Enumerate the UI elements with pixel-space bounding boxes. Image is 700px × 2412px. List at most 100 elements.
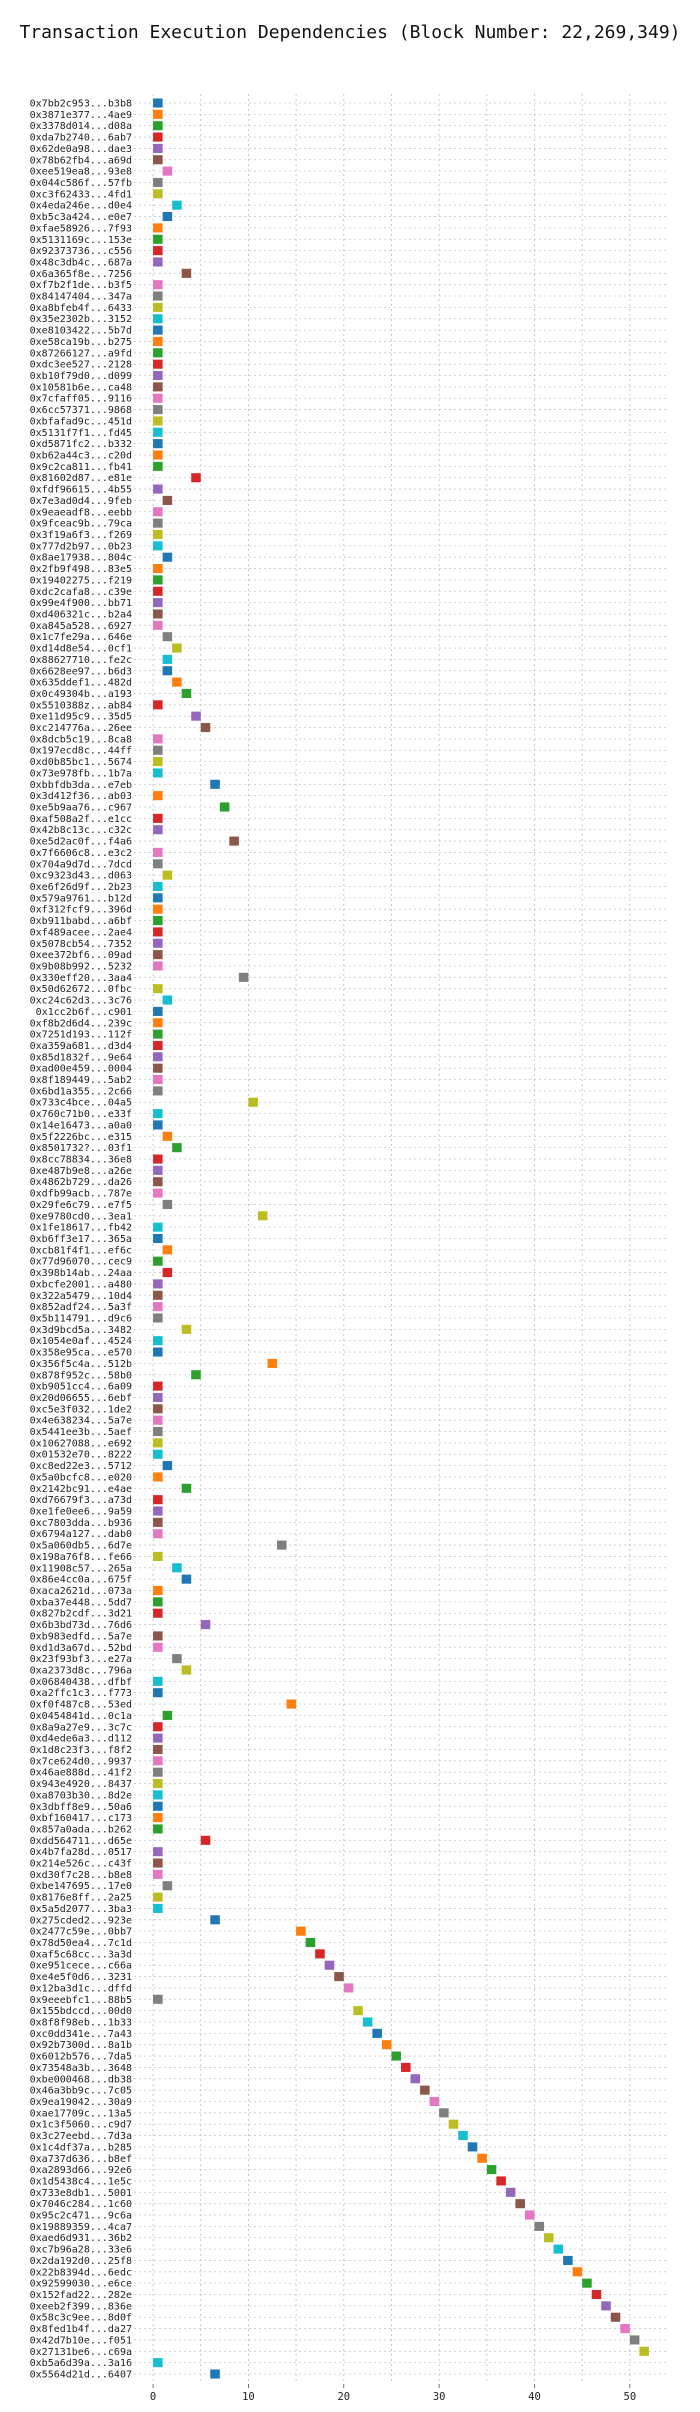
y-tick-label: 0xd1d3a67d...52bd bbox=[30, 1643, 132, 1654]
transaction-bar bbox=[343, 1983, 354, 1993]
transaction-bar bbox=[172, 643, 182, 653]
transaction-bar bbox=[153, 1233, 163, 1244]
transaction-bar bbox=[162, 1199, 173, 1209]
transaction-bar bbox=[544, 2233, 554, 2243]
y-tick-label: 0x358e95ca...e570 bbox=[30, 1348, 132, 1359]
transaction-bar bbox=[153, 1813, 163, 1823]
y-tick-label: 0x23f93bf3...e27a bbox=[30, 1654, 132, 1665]
transaction-bar bbox=[181, 688, 192, 699]
y-tick-label: 0xfae58926...7f93 bbox=[30, 223, 132, 234]
transaction-bar bbox=[172, 1563, 182, 1573]
transaction-bar bbox=[153, 893, 163, 903]
y-tick-label: 0xee519ea8...93e8 bbox=[30, 167, 132, 178]
y-tick-label: 0x2da192d0...25f8 bbox=[30, 2256, 132, 2267]
transaction-bar bbox=[286, 1699, 297, 1709]
transaction-bar bbox=[153, 223, 163, 233]
transaction-bar bbox=[391, 2051, 401, 2061]
y-tick-label: 0x398b14ab...24aa bbox=[30, 1268, 132, 1279]
y-tick-label: 0xbe000468...db38 bbox=[30, 2074, 132, 2085]
y-tick-label: 0x9eaeadf8...eebb bbox=[30, 507, 132, 518]
y-tick-label: 0x46ae888d...41f2 bbox=[30, 1768, 132, 1779]
y-tick-label: 0x22b8394d...6edc bbox=[30, 2267, 132, 2278]
transaction-bar bbox=[248, 1097, 258, 1107]
transaction-bar bbox=[572, 2267, 583, 2277]
transaction-bar bbox=[381, 2040, 392, 2050]
transaction-bar bbox=[563, 2255, 573, 2265]
transaction-bar bbox=[153, 1188, 163, 1198]
y-tick-label: 0xa2893d66...92e6 bbox=[30, 2165, 132, 2176]
y-tick-label: 0x1cc2b6f...c901 bbox=[36, 1007, 132, 1018]
transaction-bar bbox=[153, 1790, 163, 1800]
y-tick-label: 0x8cc78834...36e8 bbox=[30, 1155, 132, 1166]
y-tick-label: 0xe11d95c9...35d5 bbox=[30, 712, 132, 723]
transaction-bar bbox=[153, 1551, 163, 1561]
transaction-bar bbox=[153, 461, 163, 471]
transaction-bar bbox=[238, 972, 249, 982]
transaction-bar bbox=[153, 791, 163, 801]
transaction-bar bbox=[210, 779, 220, 789]
y-tick-label: 0xaca2621d...073a bbox=[30, 1586, 132, 1597]
y-tick-label: 0xa8703b30...8d2e bbox=[30, 1790, 132, 1801]
transaction-bar bbox=[153, 359, 163, 369]
y-tick-label: 0x01532e70...8222 bbox=[30, 1450, 132, 1461]
transaction-bar bbox=[153, 348, 163, 358]
transaction-bar bbox=[353, 2006, 363, 2016]
y-tick-label: 0x3dbff8e9...50a6 bbox=[30, 1802, 132, 1813]
transaction-bar bbox=[401, 2062, 411, 2072]
y-tick-label: 0x5510388z...ab84 bbox=[30, 700, 132, 711]
y-tick-label: 0xae17709c...13a5 bbox=[30, 2108, 132, 2119]
transaction-bar bbox=[324, 1960, 335, 1970]
transaction-bar bbox=[162, 1245, 173, 1255]
y-tick-label: 0x6012b576...7da5 bbox=[30, 2052, 132, 2063]
transaction-bar bbox=[153, 1222, 163, 1232]
transaction-bar bbox=[439, 2108, 449, 2118]
transaction-bar bbox=[639, 2346, 649, 2356]
y-tick-label: 0xf0f487c8...53ed bbox=[30, 1700, 132, 1711]
y-tick-label: 0xc7803dda...b936 bbox=[30, 1518, 132, 1529]
y-tick-label: 0x10627088...e692 bbox=[30, 1438, 132, 1449]
y-tick-label: 0x19889359...4ca7 bbox=[30, 2222, 132, 2233]
y-tick-label: 0x77d96070...cec9 bbox=[30, 1257, 132, 1268]
transaction-bar bbox=[153, 541, 163, 551]
transaction-bar bbox=[219, 802, 230, 812]
y-tick-label: 0x92599030...e6ce bbox=[30, 2279, 132, 2290]
y-tick-label: 0x044c586f...57fb bbox=[30, 178, 132, 189]
transaction-bar bbox=[210, 1915, 220, 1925]
transaction-bar bbox=[362, 2017, 373, 2027]
transaction-bar bbox=[153, 1120, 163, 1130]
transaction-bar bbox=[315, 1949, 325, 1959]
transaction-bar bbox=[153, 1052, 163, 1062]
y-tick-label: 0xdc2cafa8...c39e bbox=[30, 587, 132, 598]
transaction-bar bbox=[153, 1529, 163, 1539]
y-tick-label: 0xb62a44c3...c20d bbox=[30, 451, 132, 462]
transaction-bar bbox=[153, 1029, 163, 1039]
transaction-bar bbox=[153, 1585, 163, 1596]
transaction-bar bbox=[191, 473, 201, 483]
y-tick-label: 0xb6ff3e17...365a bbox=[30, 1234, 132, 1245]
transaction-bar bbox=[153, 416, 163, 426]
transaction-bar bbox=[153, 177, 163, 188]
transaction-bar bbox=[153, 1290, 163, 1300]
y-tick-label: 0xeeb2f399...836e bbox=[30, 2301, 132, 2312]
transaction-bar bbox=[629, 2335, 640, 2345]
transaction-bar bbox=[505, 2187, 516, 2197]
y-tick-label: 0xb983edfd...5a7e bbox=[30, 1631, 132, 1642]
transaction-bar bbox=[153, 1302, 163, 1312]
y-tick-label: 0x6794a127...dab0 bbox=[30, 1529, 132, 1540]
y-tick-label: 0x2142bc91...e4ae bbox=[30, 1484, 132, 1495]
y-tick-label: 0x0454841d...0c1a bbox=[30, 1711, 132, 1722]
transaction-bar bbox=[162, 1461, 173, 1471]
y-tick-label: 0xc9323d43...d063 bbox=[30, 871, 132, 882]
transaction-bar bbox=[153, 234, 163, 244]
transaction-bar bbox=[372, 2028, 382, 2038]
transaction-bar bbox=[153, 291, 163, 301]
y-tick-label: 0x579a9761...b12d bbox=[30, 893, 132, 904]
transaction-bar bbox=[162, 495, 173, 505]
y-tick-label: 0x9fceac9b...79ca bbox=[30, 519, 132, 530]
transaction-bar bbox=[153, 189, 163, 199]
transaction-bar bbox=[172, 677, 182, 687]
transaction-bar bbox=[153, 961, 163, 971]
transaction-bar bbox=[162, 1131, 173, 1141]
transaction-bar bbox=[153, 529, 163, 540]
y-tick-label: 0xee372bf6...09ad bbox=[30, 950, 132, 961]
